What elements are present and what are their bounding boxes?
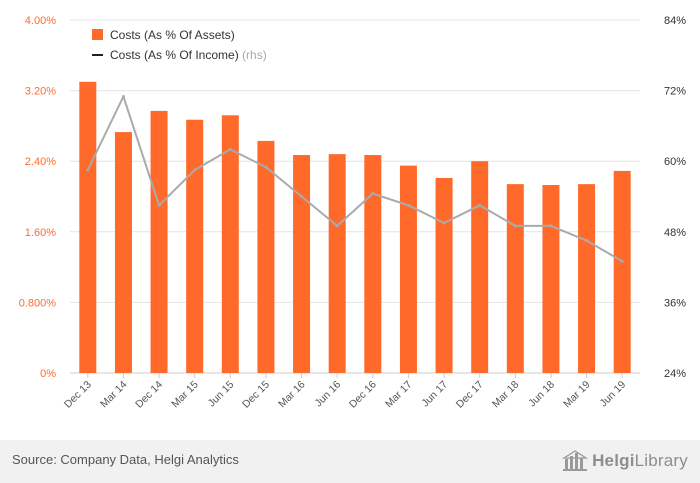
left-axis-tick-label: 3.20% xyxy=(25,86,56,98)
line-point xyxy=(228,147,232,151)
line-point xyxy=(406,203,410,207)
legend-label: Costs (As % Of Income) (rhs) xyxy=(110,48,267,62)
right-axis-tick-label: 36% xyxy=(664,297,686,309)
bar xyxy=(471,161,489,373)
x-axis-tick-label: Jun 19 xyxy=(598,379,629,410)
line-point xyxy=(442,221,446,225)
x-axis-tick-label: Mar 18 xyxy=(490,379,522,411)
bar xyxy=(79,81,97,374)
legend-label-text: Costs (As % Of Assets) xyxy=(110,28,235,42)
bar xyxy=(186,119,204,373)
line-point xyxy=(513,224,517,228)
bar xyxy=(328,154,346,373)
left-axis-tick-label: 2.40% xyxy=(25,156,56,168)
x-axis-tick-label: Dec 15 xyxy=(240,379,272,411)
source-text: Source: Company Data, Helgi Analytics xyxy=(12,452,239,467)
right-axis-tick-label: 24% xyxy=(664,368,686,380)
bar xyxy=(613,170,631,373)
logo-text-prefix: Helgi xyxy=(592,451,635,470)
bar xyxy=(293,155,311,373)
x-axis-tick-label: Dec 17 xyxy=(454,379,486,411)
line-point xyxy=(193,168,197,172)
x-axis-tick-label: Mar 17 xyxy=(383,379,415,411)
left-axis-tick-label: 4.00% xyxy=(25,15,56,27)
x-axis-tick-label: Jun 16 xyxy=(313,379,344,410)
x-axis-tick-label: Jun 17 xyxy=(419,379,450,410)
line-point xyxy=(264,165,268,169)
bar xyxy=(542,185,560,373)
line-point xyxy=(585,239,589,243)
line-point xyxy=(620,259,624,263)
right-axis-tick-label: 72% xyxy=(664,86,686,98)
x-axis-tick-label: Jun 18 xyxy=(526,379,557,410)
x-axis-tick-label: Jun 15 xyxy=(206,379,237,410)
left-axis-tick-labels: 0% 0.800% 1.60% 2.40% 3.20% 4.00% xyxy=(19,15,57,380)
bar xyxy=(435,177,453,373)
x-axis-tick-label: Mar 15 xyxy=(169,379,201,411)
bar xyxy=(506,184,524,373)
x-axis-tick-label: Mar 19 xyxy=(561,379,593,411)
line-path xyxy=(86,95,623,263)
line-point xyxy=(371,192,375,196)
bar xyxy=(114,132,132,373)
legend-marker-square xyxy=(92,29,103,40)
line-point xyxy=(549,224,553,228)
logo-text-suffix: Library xyxy=(634,451,688,470)
bar-series-costs-assets xyxy=(79,81,631,374)
line-point xyxy=(478,203,482,207)
line-point xyxy=(335,224,339,228)
bar xyxy=(578,184,596,373)
bar xyxy=(399,165,417,373)
x-axis-tick-label: Dec 14 xyxy=(133,379,165,411)
line-point xyxy=(157,203,161,207)
right-axis-tick-label: 84% xyxy=(664,15,686,27)
right-axis-tick-labels: 24% 36% 48% 60% 72% 84% xyxy=(664,15,686,380)
left-axis-tick-label: 0.800% xyxy=(19,297,57,309)
line-point xyxy=(121,94,125,98)
left-axis-tick-label: 1.60% xyxy=(25,227,56,239)
legend-label-suffix: (rhs) xyxy=(239,48,267,62)
x-axis-tick-label: Mar 16 xyxy=(276,379,308,411)
bar xyxy=(257,140,275,373)
legend-label-text: Costs (As % Of Income) xyxy=(110,48,239,62)
legend: Costs (As % Of Assets) Costs (As % Of Inc… xyxy=(92,28,267,62)
legend-label: Costs (As % Of Assets) xyxy=(110,28,235,42)
footer-bar: Source: Company Data, Helgi Analytics He… xyxy=(0,440,700,483)
x-axis-tick-label: Dec 16 xyxy=(347,379,379,411)
bar xyxy=(150,110,168,374)
x-axis-tick-label: Mar 14 xyxy=(98,379,130,411)
x-axis-tick-labels: Dec 13 Mar 14 Dec 14 Mar 15 Jun 15 Dec 15 Mar … xyxy=(62,373,629,411)
bar xyxy=(221,115,239,373)
bar xyxy=(364,155,382,373)
right-axis-tick-label: 60% xyxy=(664,156,686,168)
left-axis-tick-label: 0% xyxy=(40,368,56,380)
helgi-library-logo: HelgiLibrary xyxy=(562,448,688,474)
right-axis-tick-label: 48% xyxy=(664,227,686,239)
building-icon xyxy=(562,450,589,471)
line-point xyxy=(300,195,304,198)
line-series-costs-income xyxy=(86,94,624,263)
x-axis-tick-label: Dec 13 xyxy=(62,379,94,411)
line-point xyxy=(86,168,90,172)
